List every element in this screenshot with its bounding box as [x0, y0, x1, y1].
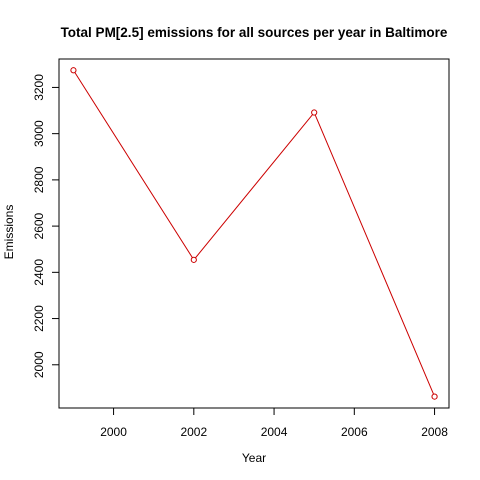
y-tick-label: 2400 — [32, 259, 46, 286]
data-point — [311, 109, 318, 116]
y-tick-label: 2000 — [32, 351, 46, 378]
plot-frame — [58, 58, 450, 409]
x-tick-label: 2002 — [180, 425, 207, 439]
data-point — [70, 67, 77, 74]
data-point — [431, 393, 438, 400]
y-tick-label: 2600 — [32, 212, 46, 239]
x-axis-label: Year — [242, 451, 266, 465]
y-tick-label: 3000 — [32, 120, 46, 147]
x-tick-label: 2006 — [341, 425, 368, 439]
data-point — [190, 256, 197, 263]
y-tick-label: 2200 — [32, 305, 46, 332]
x-tick-label: 2000 — [100, 425, 127, 439]
series-line — [73, 70, 436, 397]
y-axis: 2000 2200 2400 2600 2800 3000 3200 — [32, 74, 59, 378]
y-axis-label: Emissions — [2, 205, 16, 260]
x-tick-label: 2004 — [261, 425, 288, 439]
series-group — [70, 67, 438, 400]
y-tick-label: 3200 — [32, 74, 46, 101]
y-tick-label: 2800 — [32, 166, 46, 193]
x-axis: 2000 2002 2004 2006 2008 — [100, 408, 448, 439]
chart-title: Total PM[2.5] emissions for all sources … — [61, 25, 448, 40]
x-tick-label: 2008 — [421, 425, 448, 439]
